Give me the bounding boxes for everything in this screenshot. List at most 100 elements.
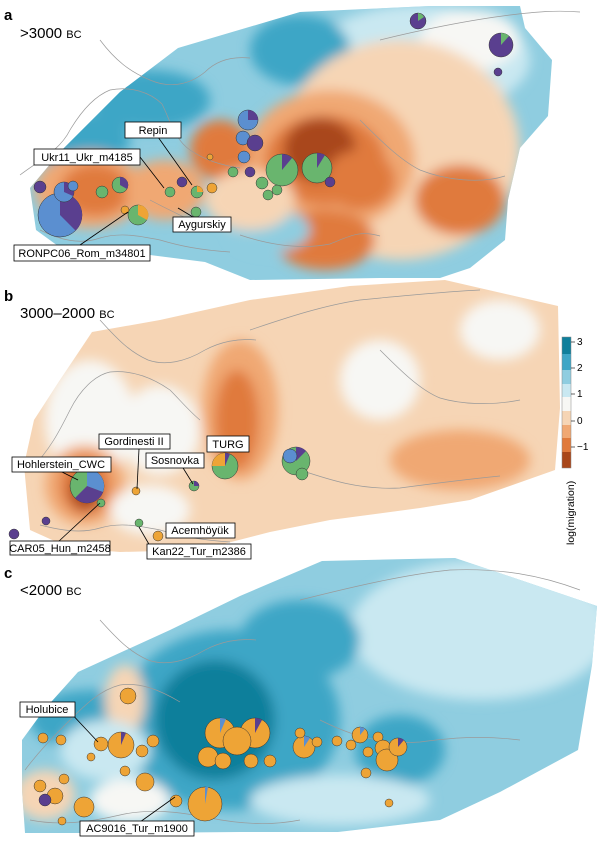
pie-marker	[384, 798, 394, 808]
pie-marker	[295, 467, 309, 481]
svg-text:CAR05_Hun_m2458: CAR05_Hun_m2458	[9, 543, 111, 555]
pie-marker	[86, 752, 96, 762]
pie-marker	[301, 152, 333, 184]
pie-marker	[237, 150, 251, 164]
sample-pies	[33, 687, 408, 826]
pie-marker	[324, 176, 336, 188]
pie-marker	[206, 153, 214, 161]
sample-pies	[8, 446, 311, 542]
pie-marker	[351, 726, 369, 744]
pie-marker	[255, 176, 269, 190]
pie-marker	[211, 452, 239, 480]
pie-marker	[493, 67, 503, 77]
pie-marker	[409, 12, 427, 30]
pie-marker	[331, 735, 343, 747]
svg-text:Repin: Repin	[139, 125, 168, 137]
svg-text:Kan22_Tur_m2386: Kan22_Tur_m2386	[152, 546, 246, 558]
site-label-aygurskiy: Aygurskiy	[172, 216, 232, 233]
panel-letter: c	[4, 565, 12, 582]
colorbar-segment	[562, 438, 571, 452]
pie-marker	[37, 192, 83, 238]
pie-marker	[190, 206, 202, 218]
pie-marker	[488, 32, 514, 58]
pie-marker	[131, 486, 141, 496]
colorbar-segment	[562, 452, 571, 468]
pie-marker	[55, 734, 67, 746]
pie-marker	[388, 737, 408, 757]
panel-letter: b	[4, 288, 13, 305]
pie-marker	[176, 176, 188, 188]
migration-surface	[22, 558, 597, 833]
pie-marker	[127, 204, 149, 226]
pie-marker	[360, 767, 372, 779]
colorbar-title: log(migration)	[565, 481, 577, 545]
pie-marker	[119, 687, 137, 705]
pie-marker	[95, 185, 109, 199]
svg-text:Gordinesti II: Gordinesti II	[104, 436, 163, 448]
colorbar-tick: 1	[577, 389, 583, 400]
pie-marker	[197, 746, 219, 768]
colorbar-segment	[562, 337, 571, 354]
pie-marker	[206, 182, 218, 194]
colorbar-segment	[562, 384, 571, 397]
colorbar-segment	[562, 354, 571, 370]
pie-marker	[96, 498, 106, 508]
svg-text:RONPC06_Rom_m34801: RONPC06_Rom_m34801	[18, 248, 145, 260]
pie-marker	[41, 516, 51, 526]
sample-pies	[33, 12, 514, 238]
site-label-repin: Repin	[124, 121, 182, 139]
panel-b: b 3000–2000 BC	[4, 280, 589, 560]
colorbar-segment	[562, 397, 571, 411]
pie-marker	[67, 180, 79, 192]
pie-marker	[169, 794, 183, 808]
svg-text:Hohlerstein_CWC: Hohlerstein_CWC	[17, 459, 105, 471]
pie-marker	[119, 765, 131, 777]
pie-marker	[294, 727, 306, 739]
pie-marker	[73, 796, 95, 818]
pie-marker	[243, 753, 259, 769]
pie-marker	[146, 734, 160, 748]
migration-surface	[30, 6, 552, 280]
site-label-hohlerstein: Hohlerstein_CWC	[11, 456, 112, 473]
pie-marker	[37, 732, 49, 744]
site-labels: Repin Ukr11_Ukr_m4185 Aygurskiy RONPC06_…	[13, 121, 232, 262]
pie-marker	[187, 786, 223, 822]
pie-marker	[111, 176, 129, 194]
colorbar-segment	[562, 411, 571, 425]
panel-c: c <2000 BC	[4, 558, 597, 837]
site-label-car05: CAR05_Hun_m2458	[9, 540, 111, 556]
colorbar: 3 2 1 0 −1 log(migration)	[561, 336, 589, 545]
pie-marker	[8, 528, 20, 540]
pie-marker	[237, 109, 259, 131]
pie-marker	[33, 779, 47, 793]
svg-text:Sosnovka: Sosnovka	[151, 455, 200, 467]
panel-a: a >3000 BC	[4, 6, 581, 280]
colorbar-tick: 2	[577, 363, 583, 374]
site-label-ac9016: AC9016_Tur_m1900	[79, 820, 195, 837]
pie-marker	[190, 185, 204, 199]
pie-marker	[188, 480, 200, 492]
pie-marker	[227, 166, 239, 178]
pie-marker	[152, 530, 164, 542]
pie-marker	[69, 468, 105, 504]
panel-period: 3000–2000 BC	[20, 305, 115, 322]
site-label-kan22: Kan22_Tur_m2386	[146, 543, 252, 560]
pie-marker	[345, 739, 357, 751]
site-labels: Gordinesti II TURG Hohlerstein_CWC Sosno…	[9, 433, 252, 560]
pie-marker	[58, 773, 70, 785]
site-label-sosnovka: Sosnovka	[145, 452, 205, 469]
pie-marker	[135, 772, 155, 792]
pie-marker	[164, 186, 176, 198]
svg-text:Aygurskiy: Aygurskiy	[178, 219, 226, 231]
pie-marker	[214, 752, 232, 770]
pie-marker	[246, 134, 264, 152]
svg-text:AC9016_Tur_m1900: AC9016_Tur_m1900	[86, 823, 188, 835]
panel-letter: a	[4, 7, 13, 24]
site-label-gordinesti: Gordinesti II	[98, 433, 171, 450]
pie-marker	[262, 189, 274, 201]
pie-marker	[244, 166, 256, 178]
pie-marker	[271, 184, 283, 196]
pie-marker	[135, 744, 149, 758]
pie-marker	[120, 205, 130, 215]
